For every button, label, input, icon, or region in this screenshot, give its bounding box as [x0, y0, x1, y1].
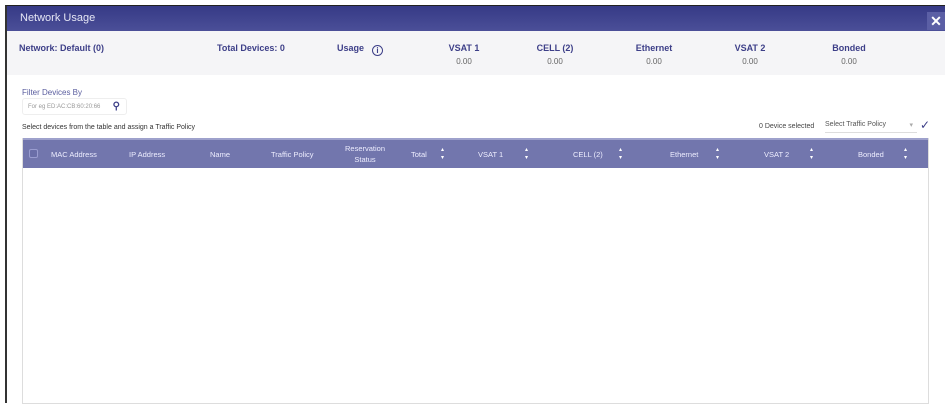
summary-bar: Network: Default (0) Total Devices: 0 Us… — [7, 31, 945, 75]
devices-table: MAC Address IP Address Name Traffic Poli… — [22, 138, 929, 404]
sort-icon[interactable]: ▴ ▾ — [716, 147, 720, 161]
usage-col-value: 0.00 — [456, 57, 472, 66]
usage-col-label: VSAT 2 — [734, 43, 766, 53]
col-reservation-status[interactable]: Reservation Status — [345, 144, 386, 164]
usage-col-value: 0.00 — [841, 57, 857, 66]
search-icon[interactable]: ⚲ — [112, 101, 120, 112]
sort-icon[interactable]: ▴ ▾ — [441, 147, 445, 161]
traffic-policy-select[interactable]: Select Traffic Policy ▾ — [825, 121, 917, 133]
col-total[interactable]: Total — [411, 150, 427, 159]
sort-icon[interactable]: ▴ ▾ — [810, 147, 814, 161]
col-ip[interactable]: IP Address — [129, 150, 166, 159]
network-usage-dialog: Network Usage ✕ Network: Default (0) Tot… — [5, 5, 945, 404]
total-devices: Total Devices: 0 — [217, 43, 285, 53]
dialog-title: Network Usage — [20, 12, 96, 24]
policy-placeholder: Select Traffic Policy — [825, 121, 886, 128]
usage-ethernet: Ethernet 0.00 — [624, 43, 684, 66]
sort-icon[interactable]: ▴ ▾ — [525, 147, 529, 161]
col-name[interactable]: Name — [210, 150, 231, 159]
network-label: Network: Default (0) — [19, 43, 105, 53]
close-button[interactable]: ✕ — [927, 12, 945, 30]
col-vsat1[interactable]: VSAT 1 — [478, 150, 504, 159]
table-header: MAC Address IP Address Name Traffic Poli… — [23, 138, 928, 168]
filter-label: Filter Devices By — [22, 88, 83, 97]
instruction-text: Select devices from the table and assign… — [22, 124, 196, 131]
info-icon[interactable]: i — [372, 45, 384, 56]
usage-col-label: Bonded — [832, 43, 866, 53]
background-strip — [0, 0, 945, 6]
select-all-checkbox[interactable] — [29, 149, 38, 158]
usage-vsat1: VSAT 1 0.00 — [434, 43, 494, 66]
usage-col-value: 0.00 — [547, 57, 563, 66]
apply-check-button[interactable]: ✓ — [920, 118, 930, 132]
col-ethernet[interactable]: Ethernet — [670, 150, 699, 159]
close-icon: ✕ — [930, 13, 942, 29]
col-cell[interactable]: CELL (2) — [573, 150, 603, 159]
device-selected-count: 0 Device selected — [759, 123, 815, 130]
filter-placeholder: For eg ED:AC:CB:60:20:66 — [28, 104, 101, 110]
check-icon: ✓ — [920, 118, 931, 132]
usage-col-label: CELL (2) — [536, 43, 574, 53]
col-mac[interactable]: MAC Address — [51, 150, 97, 159]
sort-icon[interactable]: ▴ ▾ — [904, 147, 908, 161]
col-traffic-policy[interactable]: Traffic Policy — [271, 150, 314, 159]
chevron-down-icon: ▾ — [909, 122, 913, 129]
title-bar: Network Usage ✕ — [7, 6, 945, 31]
usage-label: Usage i — [337, 43, 384, 56]
filter-input[interactable]: For eg ED:AC:CB:60:20:66 ⚲ — [22, 98, 127, 115]
usage-text: Usage — [337, 43, 365, 53]
usage-cell: CELL (2) 0.00 — [525, 43, 585, 66]
col-vsat2[interactable]: VSAT 2 — [764, 150, 790, 159]
sort-icon[interactable]: ▴ ▾ — [619, 147, 623, 161]
usage-vsat2: VSAT 2 0.00 — [720, 43, 780, 66]
usage-col-value: 0.00 — [646, 57, 662, 66]
usage-col-value: 0.00 — [742, 57, 758, 66]
col-bonded[interactable]: Bonded — [858, 150, 884, 159]
usage-bonded: Bonded 0.00 — [819, 43, 879, 66]
usage-col-label: VSAT 1 — [448, 43, 480, 53]
usage-col-label: Ethernet — [635, 43, 673, 53]
